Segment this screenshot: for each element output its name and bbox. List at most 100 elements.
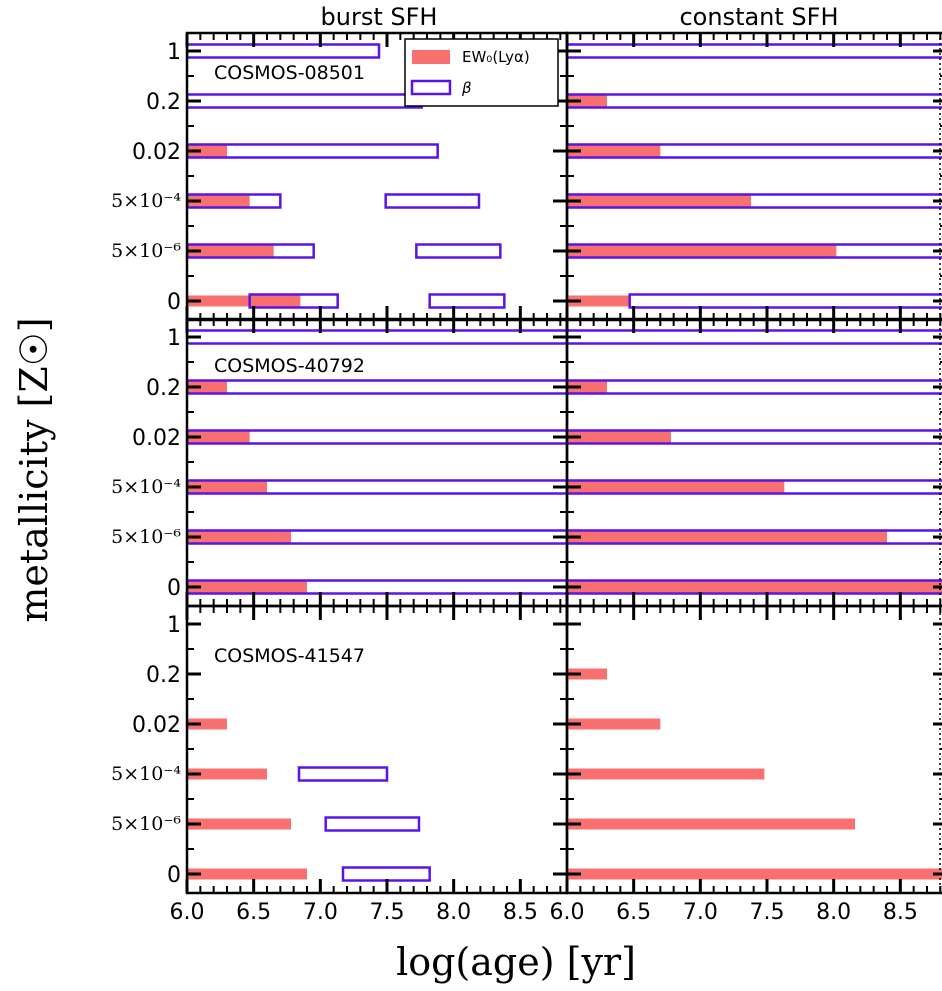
legend-label-ew: EW₀(Lyα) bbox=[462, 48, 530, 66]
y-tick-label: 0.02 bbox=[132, 140, 181, 165]
ew-bar bbox=[187, 431, 250, 443]
y-tick-label: 1 bbox=[167, 326, 181, 351]
ew-bar bbox=[187, 145, 227, 157]
legend-swatch-ew bbox=[412, 50, 450, 64]
beta-bar bbox=[187, 193, 282, 209]
x-tick-label: 8.0 bbox=[816, 900, 851, 925]
panel-cosmos-41547-burst: COSMOS-41547 0 5×10⁻⁶ 5×10⁻⁴ 0.02 0.2 1 6.0 6.5 7… bbox=[111, 604, 569, 925]
panel-frame bbox=[565, 317, 942, 608]
ew-bar bbox=[187, 381, 227, 393]
ew-bar bbox=[187, 481, 267, 493]
y-tick-label: 0.02 bbox=[132, 713, 181, 738]
y-tick-label: 5×10⁻⁶ bbox=[111, 526, 181, 548]
y-tick-label: 0.2 bbox=[146, 90, 181, 115]
x-tick-label: 8.0 bbox=[436, 900, 471, 925]
ew-bar bbox=[187, 581, 307, 593]
object-label: COSMOS-41547 bbox=[214, 645, 365, 667]
ew-bar bbox=[187, 718, 227, 730]
beta-bar bbox=[628, 293, 942, 309]
ew-bar bbox=[567, 581, 942, 593]
panels-group: COSMOS-0850105×10⁻⁶5×10⁻⁴0.020.21COSMOS-… bbox=[111, 31, 942, 925]
ew-bar bbox=[187, 768, 267, 780]
x-tick-label: 6.0 bbox=[170, 900, 205, 925]
ew-bar bbox=[567, 95, 607, 107]
beta-bar bbox=[324, 816, 421, 832]
x-tick-label: 7.5 bbox=[370, 900, 405, 925]
x-tick-label: 6.5 bbox=[616, 900, 651, 925]
ew-bar bbox=[567, 431, 671, 443]
column-title-constant: constant SFH bbox=[679, 3, 838, 31]
beta-bar bbox=[248, 293, 339, 309]
panel-bars bbox=[187, 329, 567, 595]
y-tick-label: 5×10⁻⁶ bbox=[111, 240, 181, 262]
beta-bar bbox=[187, 93, 423, 109]
beta-bar bbox=[341, 866, 431, 882]
ew-bar bbox=[567, 868, 942, 880]
legend: EW₀(Lyα) β bbox=[404, 38, 559, 107]
object-label: COSMOS-40792 bbox=[214, 355, 365, 377]
beta-bar bbox=[567, 243, 942, 259]
beta-bar bbox=[187, 579, 567, 595]
ew-bar bbox=[187, 818, 291, 830]
beta-bar bbox=[428, 293, 506, 309]
panel-frame bbox=[565, 604, 942, 895]
y-axis-title: metallicity [Z☉] bbox=[12, 317, 56, 622]
y-tick-label: 5×10⁻⁴ bbox=[111, 190, 181, 212]
x-tick-label: 8.5 bbox=[883, 900, 918, 925]
beta-bar bbox=[567, 379, 942, 395]
y-tick-label: 5×10⁻⁴ bbox=[111, 763, 181, 785]
beta-bar bbox=[187, 529, 567, 545]
ew-bar bbox=[187, 195, 250, 207]
panel-cosmos-40792-constant bbox=[565, 317, 942, 608]
ew-bar bbox=[187, 868, 307, 880]
ew-bar bbox=[567, 531, 887, 543]
panel-cosmos-08501-constant bbox=[565, 31, 942, 322]
beta-bar bbox=[187, 479, 567, 495]
ew-bar bbox=[567, 768, 765, 780]
beta-bar bbox=[567, 329, 942, 345]
beta-bar bbox=[567, 429, 942, 445]
ew-bar bbox=[187, 245, 274, 257]
beta-bar bbox=[297, 766, 389, 782]
ew-bar bbox=[567, 818, 855, 830]
y-tick-label: 0 bbox=[167, 290, 181, 315]
beta-bar bbox=[187, 243, 315, 259]
ew-bar bbox=[567, 668, 607, 680]
beta-bar bbox=[187, 429, 567, 445]
ew-bar bbox=[187, 295, 301, 307]
y-tick-label: 5×10⁻⁴ bbox=[111, 476, 181, 498]
beta-bar bbox=[384, 193, 481, 209]
beta-bar bbox=[567, 529, 942, 545]
x-tick-label: 7.5 bbox=[750, 900, 785, 925]
y-tick-label: 0 bbox=[167, 576, 181, 601]
ew-bar bbox=[567, 381, 607, 393]
y-tick-label: 0.02 bbox=[132, 426, 181, 451]
beta-bar bbox=[567, 479, 942, 495]
beta-bar bbox=[187, 143, 439, 159]
panel-cosmos-41547-constant: 6.0 6.5 7.0 7.5 8.0 8.5 bbox=[550, 604, 942, 925]
x-tick-label: 7.0 bbox=[683, 900, 718, 925]
beta-bar bbox=[567, 93, 942, 109]
ew-bar bbox=[567, 145, 661, 157]
column-title-burst: burst SFH bbox=[321, 3, 438, 31]
ew-bar bbox=[567, 195, 751, 207]
panel-bars bbox=[187, 718, 431, 882]
ew-bar bbox=[567, 295, 630, 307]
beta-bar bbox=[567, 193, 942, 209]
panel-frame bbox=[565, 31, 942, 322]
beta-bar bbox=[567, 143, 942, 159]
legend-swatch-beta bbox=[410, 79, 452, 96]
y-tick-label: 1 bbox=[167, 40, 181, 65]
beta-bar bbox=[187, 329, 567, 345]
x-tick-label: 6.5 bbox=[236, 900, 271, 925]
beta-bar bbox=[187, 379, 567, 395]
y-tick-label: 0.2 bbox=[146, 663, 181, 688]
legend-label-beta: β bbox=[461, 79, 472, 97]
y-tick-label: 5×10⁻⁶ bbox=[111, 813, 181, 835]
panel-bars bbox=[567, 329, 942, 595]
beta-bar bbox=[567, 579, 942, 595]
ew-bar bbox=[567, 245, 837, 257]
x-tick-label: 8.5 bbox=[503, 900, 538, 925]
beta-bar bbox=[187, 43, 381, 59]
